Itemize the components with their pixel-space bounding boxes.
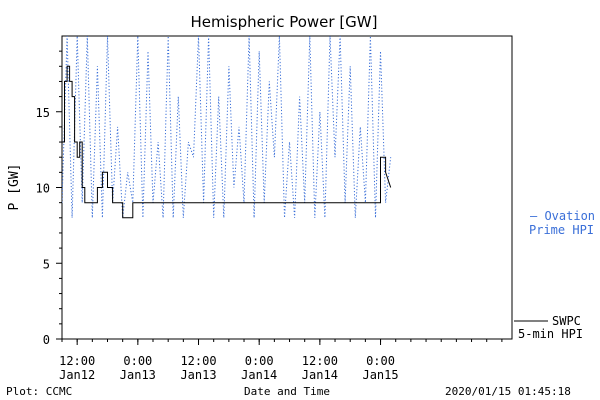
footer-left: Plot: CCMC bbox=[6, 385, 72, 398]
x-tick-label-date: Jan13 bbox=[120, 368, 156, 382]
y-tick-label: 15 bbox=[36, 106, 50, 120]
x-tick-label-date: Jan15 bbox=[362, 368, 398, 382]
series-ovation-line bbox=[62, 36, 392, 218]
legend-swpc-line2: 5-min HPI bbox=[518, 327, 583, 341]
x-tick-label-time: 0:00 bbox=[366, 354, 395, 368]
plot-area: 05101512:00Jan120:00Jan1312:00Jan130:00J… bbox=[36, 35, 513, 382]
footer-right: 2020/01/15 01:45:18 bbox=[445, 385, 571, 398]
y-axis-label: P [GW] bbox=[7, 164, 22, 211]
x-tick-label-time: 12:00 bbox=[59, 354, 95, 368]
x-tick-label-date: Jan14 bbox=[302, 368, 338, 382]
x-tick-label-date: Jan13 bbox=[180, 368, 216, 382]
legend-ovation-line1: — Ovation bbox=[530, 209, 595, 223]
x-tick-label-date: Jan12 bbox=[59, 368, 95, 382]
chart-title: Hemispheric Power [GW] bbox=[191, 13, 378, 31]
x-tick-label-time: 0:00 bbox=[123, 354, 152, 368]
x-tick-label-time: 12:00 bbox=[302, 354, 338, 368]
y-tick-label: 10 bbox=[36, 182, 50, 196]
legend-swpc-line1: SWPC bbox=[552, 314, 581, 328]
x-tick-label-time: 0:00 bbox=[245, 354, 274, 368]
footer-center: Date and Time bbox=[244, 385, 330, 398]
y-tick-label: 5 bbox=[43, 257, 50, 271]
plot-frame bbox=[61, 35, 513, 340]
y-tick-label: 0 bbox=[43, 333, 50, 347]
series-swpc-line bbox=[62, 65, 392, 219]
x-tick-label-date: Jan14 bbox=[241, 368, 277, 382]
legend-ovation-line2: Prime HPI bbox=[529, 223, 594, 237]
x-tick-label-time: 12:00 bbox=[180, 354, 216, 368]
